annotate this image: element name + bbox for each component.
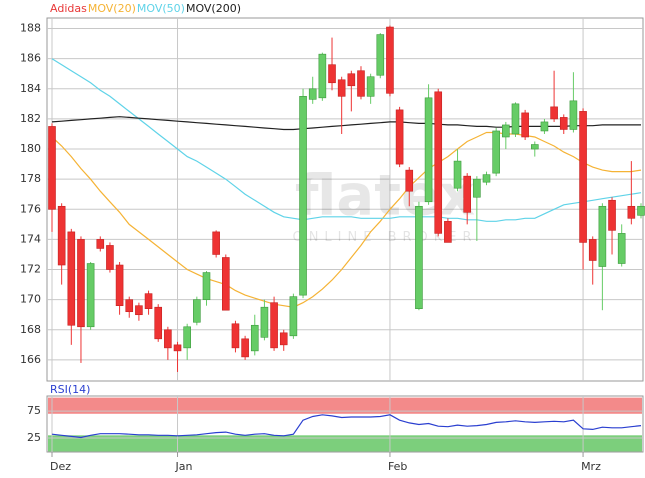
candle-body (86, 263, 95, 328)
candle-body (289, 296, 298, 337)
candle-body (173, 344, 182, 352)
candle-body (96, 239, 105, 249)
candle-body (415, 205, 423, 310)
candle-body (299, 96, 307, 296)
candle-body (135, 305, 143, 316)
candle-body (559, 117, 568, 130)
candle-body (231, 323, 240, 349)
candle-body (502, 124, 510, 138)
candle-body (366, 76, 375, 97)
candle-body (637, 205, 645, 216)
candle-body (106, 245, 114, 270)
candle-body (511, 103, 520, 135)
moving-average-line (51, 131, 642, 308)
candle-body (164, 329, 172, 349)
candle-body (453, 160, 462, 189)
candle-body (144, 293, 153, 310)
candle-body (395, 109, 404, 165)
candle-body (260, 306, 269, 338)
candle-body (521, 112, 529, 138)
y-tick-label: 186 (20, 52, 41, 65)
legend-entry: MOV(50) (137, 2, 185, 15)
candle-body (250, 324, 259, 352)
candle-body (482, 174, 491, 183)
y-tick-label: 172 (20, 263, 41, 276)
candle-body (183, 326, 191, 349)
y-tick-label: 168 (20, 323, 41, 336)
y-tick-label: 182 (20, 112, 41, 125)
candle-body (193, 299, 201, 323)
candle-body (202, 272, 211, 300)
y-tick-label: 180 (20, 142, 41, 155)
y-tick-label: 25 (27, 431, 41, 444)
band (48, 435, 642, 452)
candle-body (492, 130, 500, 174)
candle-body (279, 332, 288, 346)
candle-body (357, 70, 365, 97)
candle-body (386, 26, 394, 94)
candle-body (67, 231, 76, 326)
candle-body (57, 205, 66, 266)
y-tick-label: 166 (20, 353, 41, 366)
candle-body (608, 199, 616, 231)
y-tick-label: 174 (20, 232, 41, 245)
candle-body (598, 205, 607, 267)
rsi-line (51, 414, 642, 439)
candle-body (405, 169, 414, 192)
legend-entry: MOV(200) (186, 2, 241, 15)
candle-body (328, 64, 336, 84)
x-tick-label: Mrz (581, 460, 601, 473)
candle-body (77, 239, 85, 328)
panel-label: RSI(14) (50, 383, 90, 396)
candle-body (434, 91, 443, 234)
band (48, 397, 642, 414)
candle-body (376, 34, 385, 76)
candle-body (530, 144, 539, 150)
watermark-subtitle: ONLINE BROKER (292, 230, 477, 245)
candle-body (125, 299, 134, 313)
candle-body (617, 233, 626, 264)
candle-body (540, 121, 549, 132)
candle-body (154, 306, 163, 340)
candle-body (550, 106, 558, 120)
candle-body (579, 111, 587, 243)
y-tick-label: 176 (20, 202, 41, 215)
candle-body (241, 338, 249, 358)
candle-body (347, 73, 356, 87)
plot-area (46, 17, 644, 382)
candle-body (318, 53, 327, 99)
candle-body (222, 257, 230, 311)
legend-entry: MOV(20) (88, 2, 136, 15)
candle-body (463, 175, 471, 213)
x-tick-label: Feb (388, 460, 407, 473)
y-tick-label: 184 (20, 82, 41, 95)
candle-body (308, 88, 317, 100)
candle-body (337, 79, 346, 97)
candle-body (270, 302, 278, 349)
x-tick-label: Dez (50, 460, 71, 473)
y-tick-label: 75 (27, 404, 41, 417)
candle-body (115, 264, 124, 306)
legend-entry: Adidas (50, 2, 87, 15)
candle-body (627, 205, 636, 219)
candle-body (588, 239, 597, 261)
candle-body (444, 221, 452, 243)
candle-body (212, 231, 220, 255)
candle-body (569, 100, 578, 130)
x-tick-label: Jan (175, 460, 193, 473)
candle-body (48, 126, 56, 210)
y-tick-label: 170 (20, 293, 41, 306)
y-tick-label: 178 (20, 172, 41, 185)
candle-body (473, 178, 481, 198)
y-tick-label: 188 (20, 22, 41, 35)
moving-average-line (51, 58, 642, 222)
candle-body (424, 97, 433, 203)
